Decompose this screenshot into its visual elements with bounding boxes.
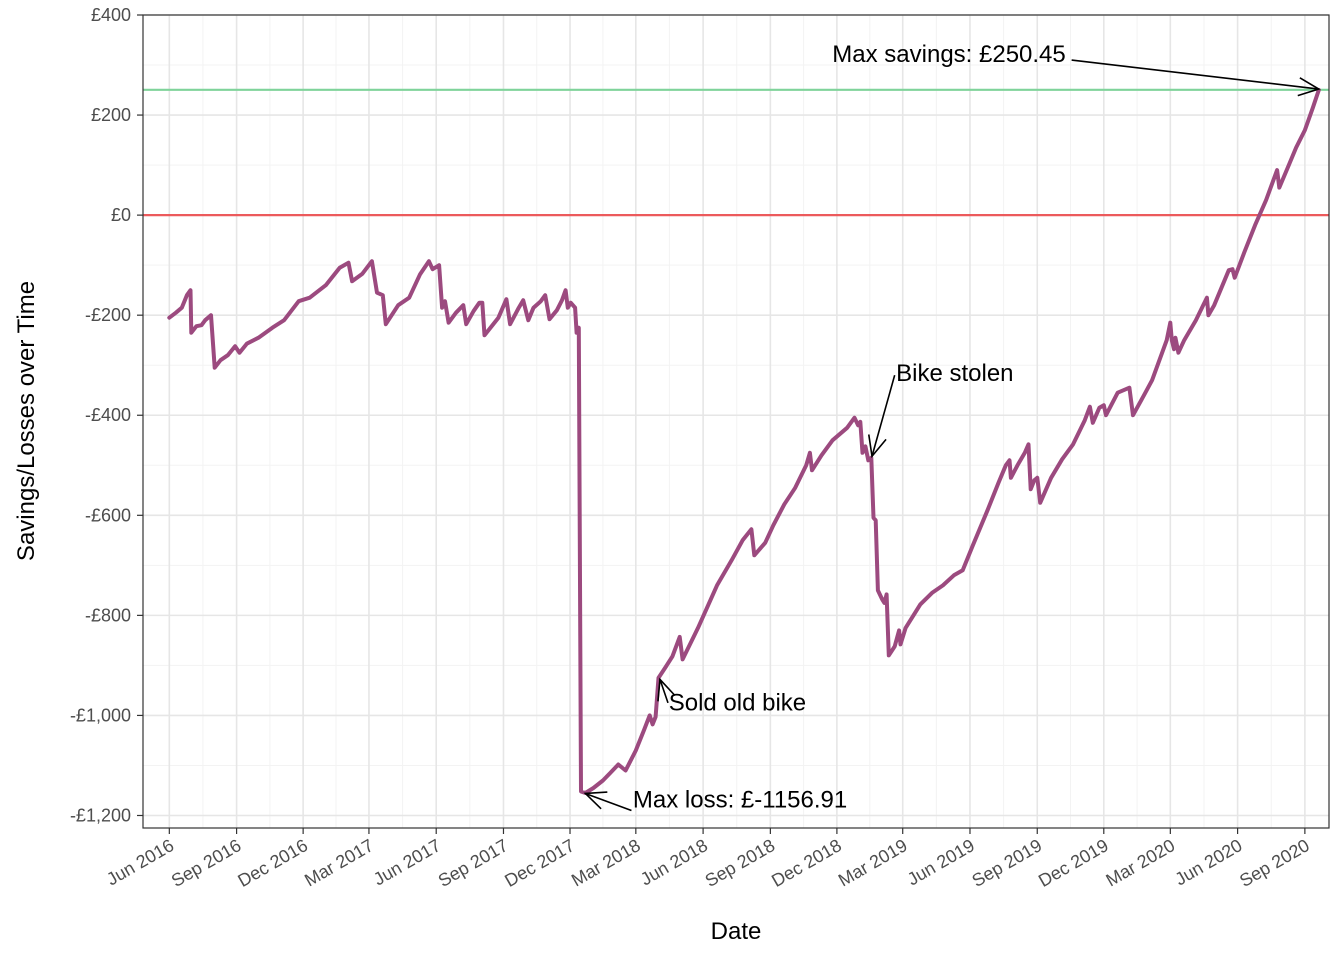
reference-lines xyxy=(143,88,1329,217)
annotation-arrowhead xyxy=(657,677,676,702)
x-tick-label: Mar 2018 xyxy=(568,835,644,890)
x-tick-label: Mar 2019 xyxy=(835,835,911,890)
y-tick-label: -£200 xyxy=(85,305,131,325)
y-axis-title: Savings/Losses over Time xyxy=(13,281,40,561)
y-tick-label: -£600 xyxy=(85,505,131,525)
x-tick-label: Sep 2020 xyxy=(1236,835,1313,891)
y-tick-label: -£800 xyxy=(85,605,131,625)
y-tick-label: £0 xyxy=(111,205,131,225)
annotation-arrow xyxy=(585,792,632,812)
x-axis-title: Date xyxy=(711,918,762,945)
x-tick-label: Sep 2018 xyxy=(702,835,779,891)
x-tick-label: Jun 2019 xyxy=(904,835,978,889)
plot-panel xyxy=(143,15,1329,828)
y-tick-label: £200 xyxy=(91,105,131,125)
x-tick-label: Jun 2018 xyxy=(637,835,711,889)
x-tick-label: Dec 2019 xyxy=(1035,835,1112,891)
annotation-arrowhead xyxy=(583,791,608,810)
annotation-label: Sold old bike xyxy=(669,689,806,716)
series-layer xyxy=(167,88,1321,795)
annotation-arrowhead xyxy=(867,434,887,459)
x-tick-label: Dec 2017 xyxy=(501,835,578,891)
x-tick-label: Mar 2020 xyxy=(1102,835,1178,890)
x-tick-label: Sep 2017 xyxy=(435,835,512,891)
annotation-arrow xyxy=(871,375,896,457)
x-tick-label: Jun 2020 xyxy=(1171,835,1245,889)
y-tick-label: £400 xyxy=(91,5,131,25)
x-tick-label: Dec 2018 xyxy=(768,835,845,891)
annotation: Max loss: £-1156.91 xyxy=(583,786,847,813)
x-tick-label: Sep 2016 xyxy=(168,835,245,891)
x-tick-label: Jun 2017 xyxy=(370,835,444,889)
grid-lines xyxy=(143,14,1329,828)
panel-border xyxy=(142,14,1330,829)
annotations: Max savings: £250.45 Bike stolen Sold old … xyxy=(583,41,1321,813)
annotation-arrowhead xyxy=(1297,77,1321,97)
series-line xyxy=(167,88,1321,795)
y-tick-label: -£400 xyxy=(85,405,131,425)
annotation: Max savings: £250.45 xyxy=(832,41,1321,97)
y-tick-label: -£1,200 xyxy=(70,805,131,825)
x-tick-label: Mar 2017 xyxy=(301,835,377,890)
x-tick-label: Sep 2019 xyxy=(969,835,1046,891)
annotation-arrow xyxy=(659,679,669,704)
annotation-label: Max loss: £-1156.91 xyxy=(633,786,847,813)
annotation-arrow xyxy=(1071,59,1319,90)
annotation-label: Bike stolen xyxy=(896,360,1013,387)
annotation-label: Max savings: £250.45 xyxy=(832,41,1065,68)
annotation: Sold old bike xyxy=(657,677,806,716)
x-tick-label: Dec 2016 xyxy=(234,835,311,891)
x-tick-label: Jun 2016 xyxy=(103,835,177,889)
annotation: Bike stolen xyxy=(867,360,1014,459)
y-tick-label: -£1,000 xyxy=(70,705,131,725)
